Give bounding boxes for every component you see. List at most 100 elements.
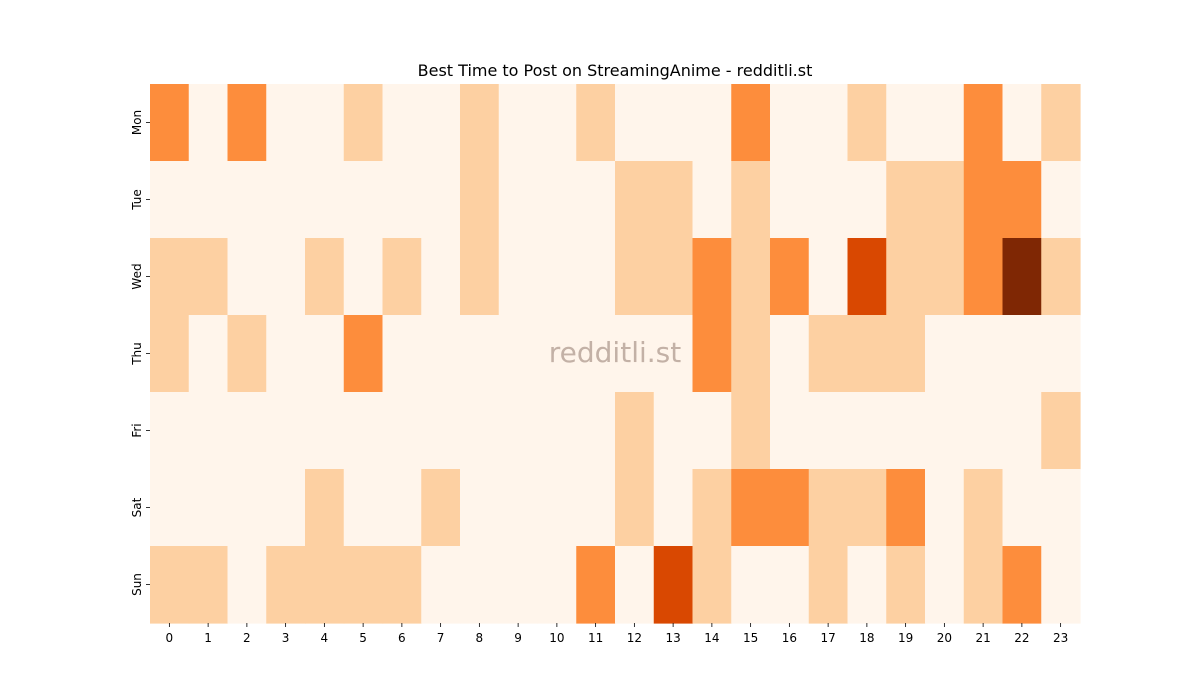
- heatmap-cell-fri-1: [188, 392, 229, 470]
- heatmap-cell-tue-0: [150, 161, 190, 239]
- heatmap-cell-fri-2: [227, 392, 267, 470]
- heatmap-cell-mon-6: [382, 84, 422, 162]
- heatmap-cell-tue-11: [576, 161, 616, 239]
- heatmap-cell-sat-10: [537, 469, 577, 547]
- heatmap-cell-tue-21: [963, 161, 1004, 239]
- heatmap-cell-fri-9: [498, 392, 539, 470]
- heatmap-cell-fri-12: [615, 392, 655, 470]
- heatmap-cell-mon-4: [305, 84, 345, 162]
- heatmap-cell-wed-0: [150, 238, 190, 316]
- heatmap-cell-thu-15: [731, 315, 771, 393]
- heatmap-cell-wed-1: [188, 238, 229, 316]
- heatmap-cell-sun-1: [188, 546, 229, 624]
- heatmap-cell-thu-9: [498, 315, 539, 393]
- heatmap-cell-sun-9: [498, 546, 539, 624]
- heatmap-cell-wed-2: [227, 238, 267, 316]
- heatmap-cell-mon-9: [498, 84, 539, 162]
- y-axis-ticks: Mon Tue Wed Thu Fri Sat Sun: [130, 110, 150, 596]
- heatmap-cell-thu-6: [382, 315, 422, 393]
- heatmap-cell-sun-6: [382, 546, 422, 624]
- heatmap-cell-mon-8: [460, 84, 500, 162]
- heatmap-cell-sat-14: [692, 469, 732, 547]
- heatmap-cell-sat-18: [847, 469, 887, 547]
- heatmap-cell-thu-10: [537, 315, 577, 393]
- x-tick-label: 6: [398, 631, 406, 645]
- x-tick-label: 8: [476, 631, 484, 645]
- heatmap-cell-thu-23: [1041, 315, 1081, 393]
- heatmap-cell-fri-18: [847, 392, 887, 470]
- heatmap-cell-wed-19: [886, 238, 926, 316]
- heatmap-cell-mon-11: [576, 84, 616, 162]
- heatmap-cell-fri-10: [537, 392, 577, 470]
- heatmap-cell-wed-22: [1002, 238, 1042, 316]
- heatmap-cell-wed-21: [963, 238, 1004, 316]
- x-tick-label: 21: [975, 631, 990, 645]
- heatmap-cell-mon-20: [925, 84, 965, 162]
- heatmap-cell-sun-0: [150, 546, 190, 624]
- heatmap-cell-sun-7: [421, 546, 461, 624]
- x-tick-label: 23: [1053, 631, 1068, 645]
- x-tick-label: 4: [321, 631, 329, 645]
- heatmap-cell-sat-16: [770, 469, 810, 547]
- heatmap-cell-thu-2: [227, 315, 267, 393]
- heatmap-cell-sat-8: [460, 469, 500, 547]
- heatmap-cell-wed-6: [382, 238, 422, 316]
- heatmap-cell-thu-16: [770, 315, 810, 393]
- heatmap-cell-fri-13: [653, 392, 694, 470]
- heatmap-cell-fri-11: [576, 392, 616, 470]
- heatmap-cell-sat-5: [343, 469, 384, 547]
- heatmap-cell-tue-12: [615, 161, 655, 239]
- heatmap-cell-thu-14: [692, 315, 732, 393]
- y-tick-label: Sun: [130, 573, 144, 596]
- chart-title: Best Time to Post on StreamingAnime - re…: [418, 61, 813, 80]
- heatmap-cell-mon-2: [227, 84, 267, 162]
- heatmap-cell-thu-12: [615, 315, 655, 393]
- x-tick-label: 9: [514, 631, 522, 645]
- heatmap-cell-thu-20: [925, 315, 965, 393]
- x-tick-label: 3: [282, 631, 290, 645]
- heatmap-cell-mon-3: [266, 84, 306, 162]
- heatmap-cell-thu-18: [847, 315, 887, 393]
- heatmap-cell-tue-4: [305, 161, 345, 239]
- heatmap-cell-sat-0: [150, 469, 190, 547]
- heatmap-cell-sat-4: [305, 469, 345, 547]
- y-tick-label: Wed: [130, 263, 144, 289]
- x-tick-label: 16: [782, 631, 797, 645]
- heatmap-cell-fri-19: [886, 392, 926, 470]
- heatmap-cell-wed-10: [537, 238, 577, 316]
- heatmap-cell-sun-16: [770, 546, 810, 624]
- heatmap-cell-mon-5: [343, 84, 384, 162]
- x-tick-label: 19: [898, 631, 913, 645]
- heatmap-cell-sat-6: [382, 469, 422, 547]
- heatmap-cell-tue-9: [498, 161, 539, 239]
- heatmap-cell-tue-16: [770, 161, 810, 239]
- heatmap-cell-fri-8: [460, 392, 500, 470]
- heatmap-cell-tue-23: [1041, 161, 1081, 239]
- x-tick-label: 10: [549, 631, 564, 645]
- heatmap-cell-mon-7: [421, 84, 461, 162]
- heatmap-cell-fri-15: [731, 392, 771, 470]
- heatmap-cell-mon-15: [731, 84, 771, 162]
- x-tick-label: 15: [743, 631, 758, 645]
- heatmap-cell-sun-15: [731, 546, 771, 624]
- heatmap-cell-wed-14: [692, 238, 732, 316]
- heatmap-cell-sat-2: [227, 469, 267, 547]
- heatmap-cell-tue-19: [886, 161, 926, 239]
- heatmap-cell-tue-2: [227, 161, 267, 239]
- heatmap-cell-thu-4: [305, 315, 345, 393]
- heatmap-cell-sat-17: [808, 469, 849, 547]
- heatmap-cell-sat-1: [188, 469, 229, 547]
- heatmap-cell-wed-11: [576, 238, 616, 316]
- heatmap-cell-wed-23: [1041, 238, 1081, 316]
- heatmap-cell-wed-13: [653, 238, 694, 316]
- heatmap-cell-sun-11: [576, 546, 616, 624]
- heatmap-cell-wed-18: [847, 238, 887, 316]
- heatmap-cell-wed-17: [808, 238, 849, 316]
- heatmap-cells: [150, 84, 1081, 624]
- x-tick-label: 0: [166, 631, 174, 645]
- heatmap-cell-fri-16: [770, 392, 810, 470]
- heatmap-cell-sun-8: [460, 546, 500, 624]
- heatmap-cell-sun-4: [305, 546, 345, 624]
- heatmap-cell-wed-20: [925, 238, 965, 316]
- heatmap-cell-sat-3: [266, 469, 306, 547]
